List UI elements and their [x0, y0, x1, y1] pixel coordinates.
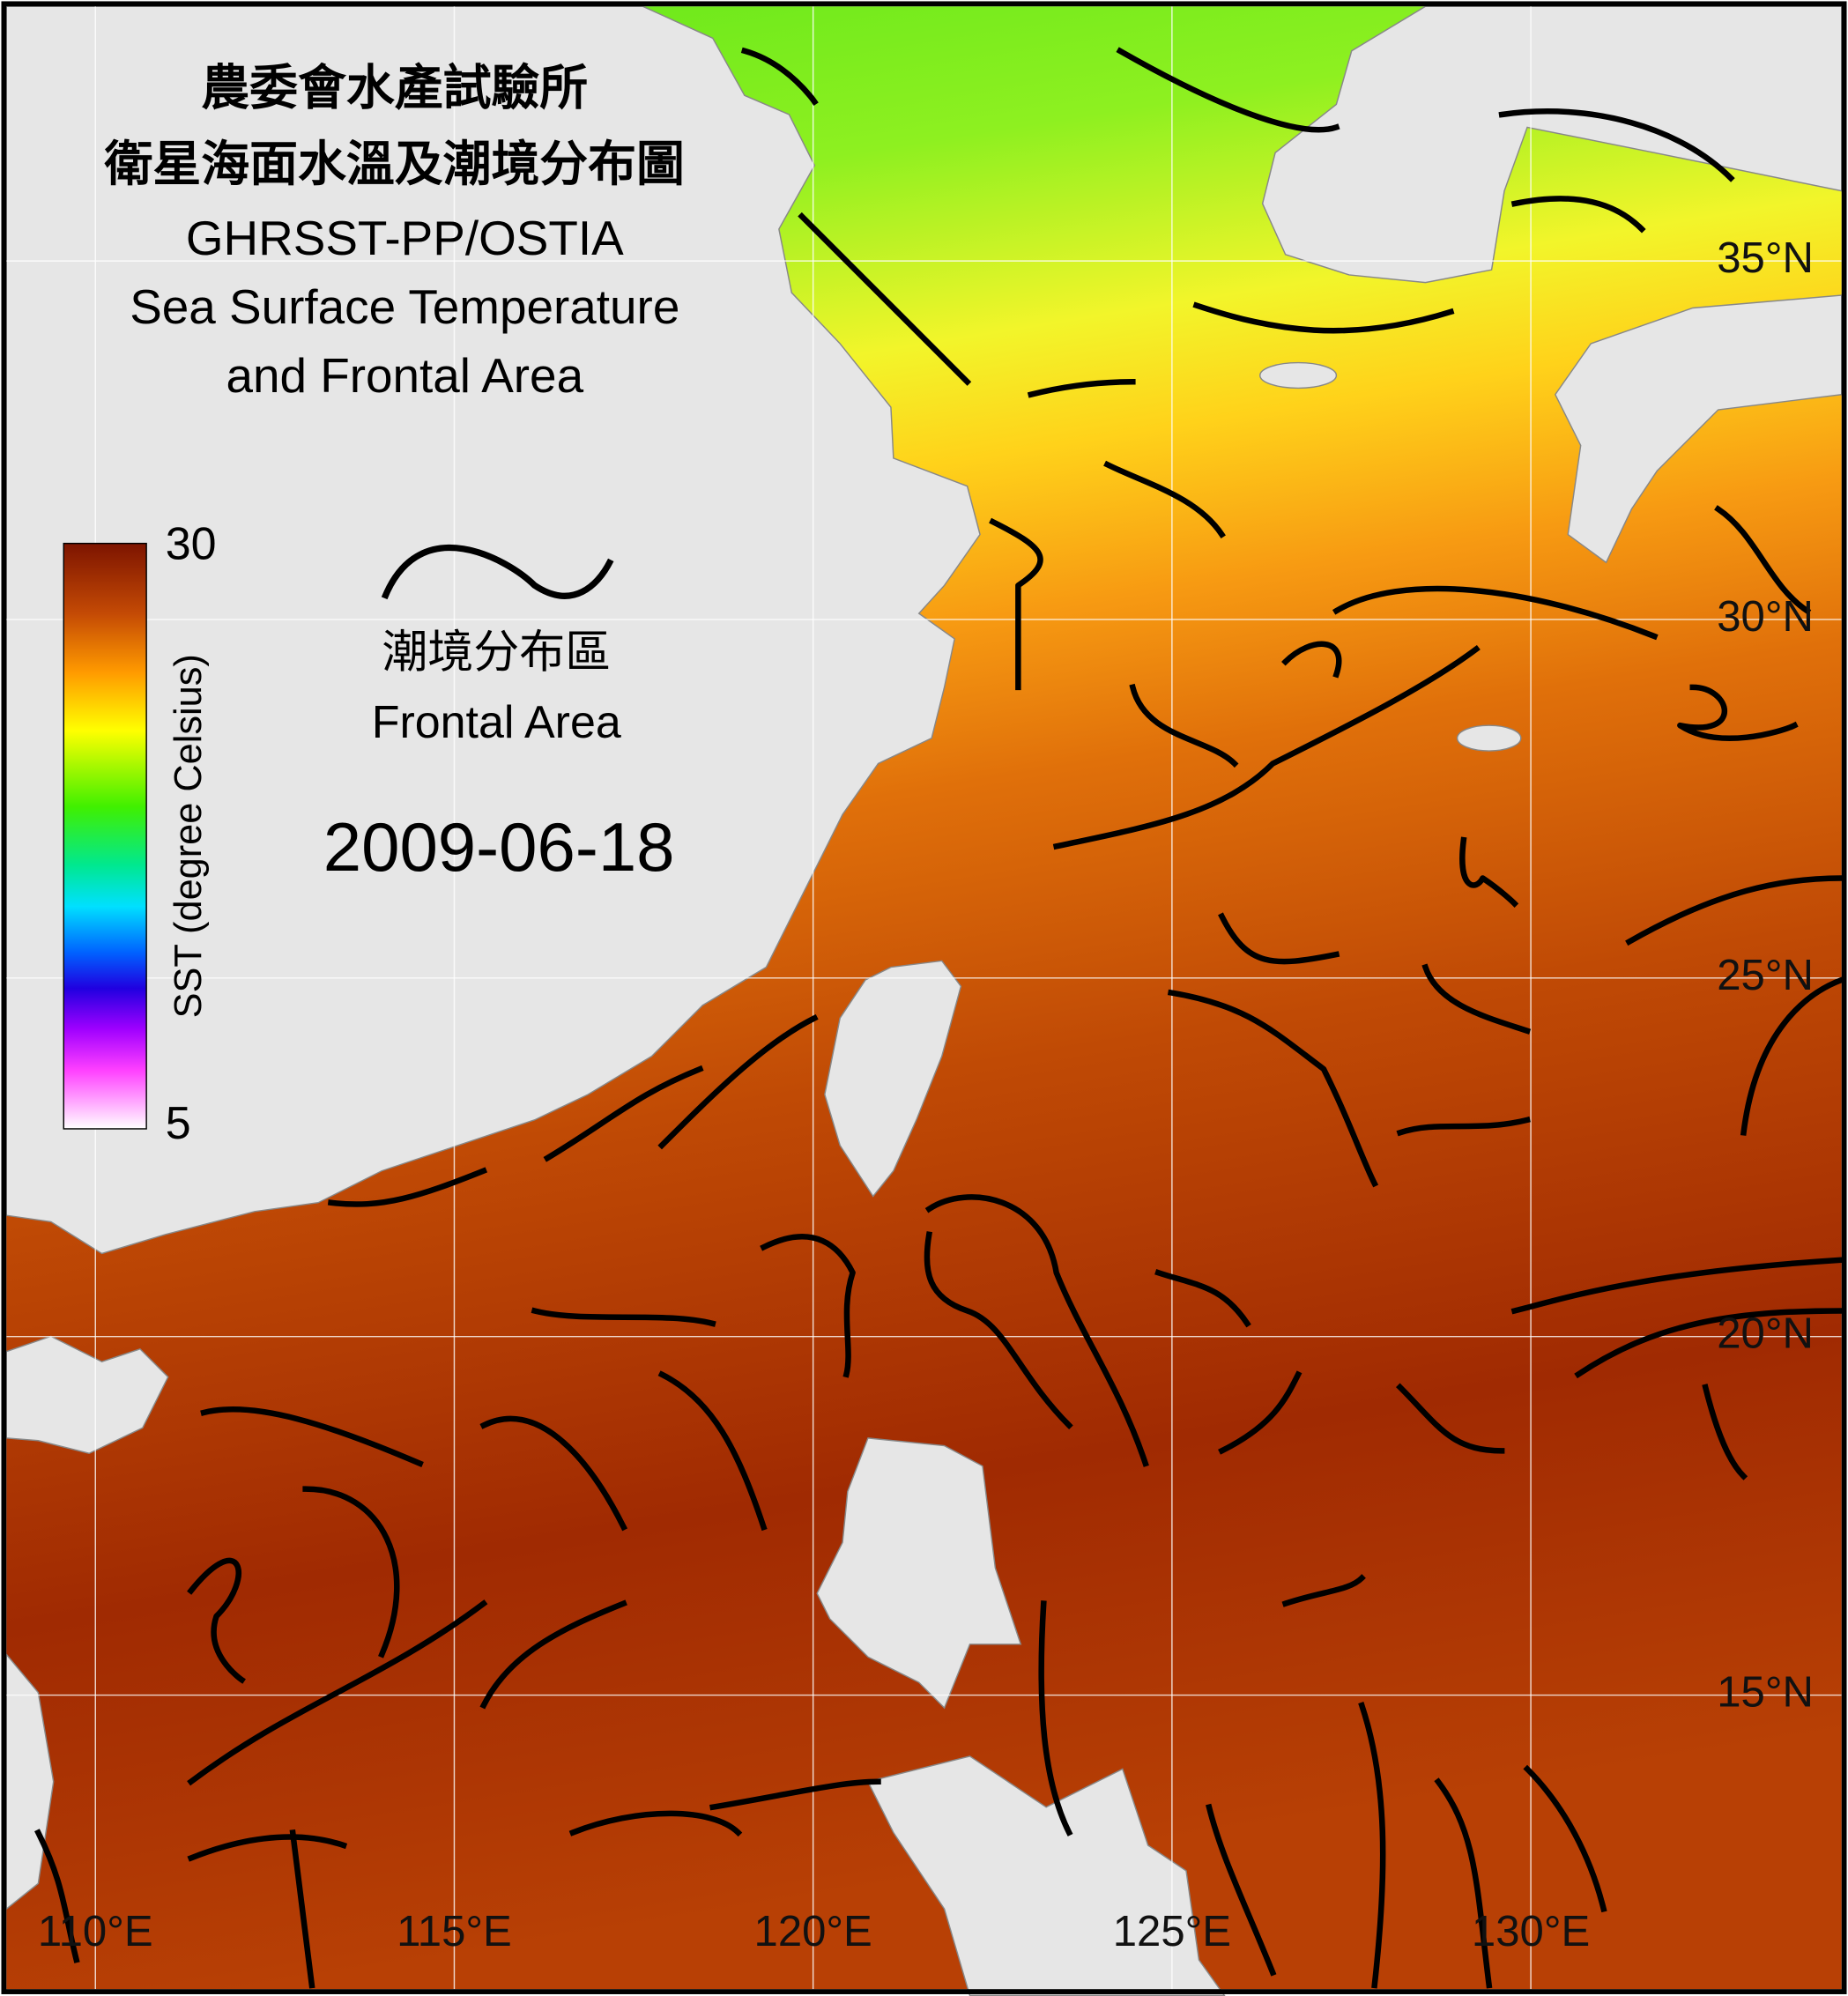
frontal-lines: [34, 47, 1845, 1989]
lat-label: 25°N: [1717, 952, 1814, 999]
colorbar: [63, 542, 147, 1130]
legend-label: 潮境分布區: [382, 627, 611, 678]
title-line: GHRSST-PP/OSTIA: [186, 211, 624, 265]
legend-label: Frontal Area: [372, 697, 621, 748]
lat-label: 15°N: [1717, 1669, 1814, 1717]
lon-label: 130°E: [1472, 1908, 1590, 1955]
lat-label: 20°N: [1717, 1310, 1814, 1358]
title-line: 衛星海面水溫及潮境分布圖: [104, 137, 685, 191]
lat-label: 30°N: [1717, 593, 1814, 641]
lon-label: 115°E: [397, 1908, 512, 1955]
title-line: Sea Surface Temperature: [130, 279, 679, 334]
colorbar-label: SST (degree Celsius): [167, 654, 210, 1018]
title-line: and Frontal Area: [226, 348, 583, 403]
colorbar-tick-label: 5: [166, 1098, 191, 1149]
title-line: 農委會水產試驗所: [201, 60, 588, 115]
colorbar-ticks: 5 30: [166, 519, 217, 1149]
land: [5, 5, 1843, 1996]
title-block: 農委會水產試驗所 衛星海面水溫及潮境分布圖 GHRSST-PP/OSTIA Se…: [104, 60, 685, 402]
legend-symbol: [381, 544, 614, 600]
lat-label: 35°N: [1717, 234, 1814, 282]
lon-label: 120°E: [754, 1908, 872, 1955]
lon-label: 110°E: [38, 1908, 153, 1955]
lon-label: 125°E: [1113, 1908, 1231, 1955]
colorbar-tick-label: 30: [166, 519, 217, 570]
date: 2009-06-18: [323, 808, 675, 886]
